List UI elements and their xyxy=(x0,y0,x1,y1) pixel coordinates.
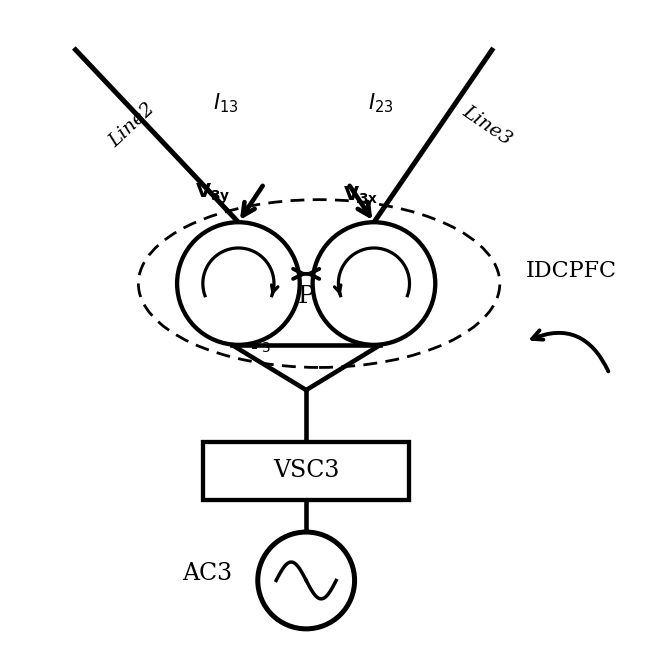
Circle shape xyxy=(258,532,355,629)
Text: $\mathbf{V_{3y}}$: $\mathbf{V_{3y}}$ xyxy=(195,182,230,206)
Text: $\mathbf{V_{3x}}$: $\mathbf{V_{3x}}$ xyxy=(343,185,378,206)
Text: Line3: Line3 xyxy=(459,102,515,148)
Text: AC3: AC3 xyxy=(182,562,232,585)
Text: $+\mathbf{V}_3$: $+\mathbf{V}_3$ xyxy=(230,333,271,355)
Text: Line2: Line2 xyxy=(106,100,158,151)
Circle shape xyxy=(177,222,299,345)
Text: $I_{23}$: $I_{23}$ xyxy=(368,91,393,115)
Bar xyxy=(203,441,410,500)
Circle shape xyxy=(313,222,436,345)
Text: P: P xyxy=(298,285,315,308)
Text: VSC3: VSC3 xyxy=(273,459,339,482)
Text: IDCPFC: IDCPFC xyxy=(526,260,617,282)
Text: $I_{13}$: $I_{13}$ xyxy=(212,91,238,115)
